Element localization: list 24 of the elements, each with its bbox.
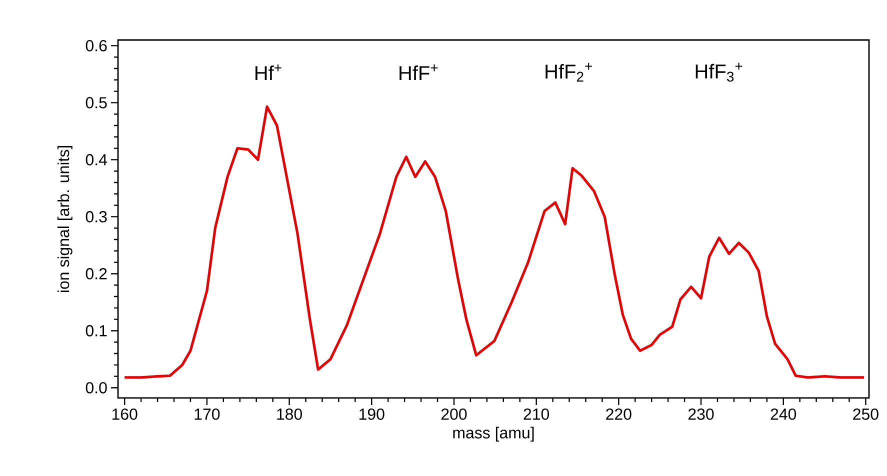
x-tick-label: 160 <box>112 408 138 420</box>
y-tick-label: 0.3 <box>86 211 107 222</box>
y-tick-label: 0.6 <box>86 40 107 52</box>
y-axis-title: ion signal [arb. units] <box>57 146 72 292</box>
x-tick-label: 200 <box>441 408 467 420</box>
x-tick-label: 220 <box>606 408 632 420</box>
annotation: HfF$_{2}$+ <box>546 62 592 82</box>
line-series <box>123 105 866 379</box>
x-tick-label: 240 <box>770 408 796 420</box>
x-tick-label: 210 <box>524 408 550 420</box>
y-tick-label: 0.0 <box>86 382 107 394</box>
annotation: HfF$^{+}$ <box>400 64 438 80</box>
y-tick-label: 0.4 <box>86 154 107 166</box>
x-tick-label: 250 <box>853 408 878 420</box>
x-tick-label: 190 <box>360 408 384 420</box>
x-tick-label: 180 <box>277 408 302 420</box>
x-axis-title: mass [amu] <box>453 426 534 442</box>
x-tick-label: 170 <box>194 408 220 420</box>
x-tick-label: 230 <box>688 408 714 420</box>
y-tick-label: 0.5 <box>86 97 107 108</box>
annotation: HfF$_{3}$+ <box>696 62 742 82</box>
y-tick-label: 0.2 <box>86 268 107 280</box>
annotation: Hf$^{+}$ <box>256 64 282 80</box>
y-tick-label: 0.1 <box>86 325 107 336</box>
